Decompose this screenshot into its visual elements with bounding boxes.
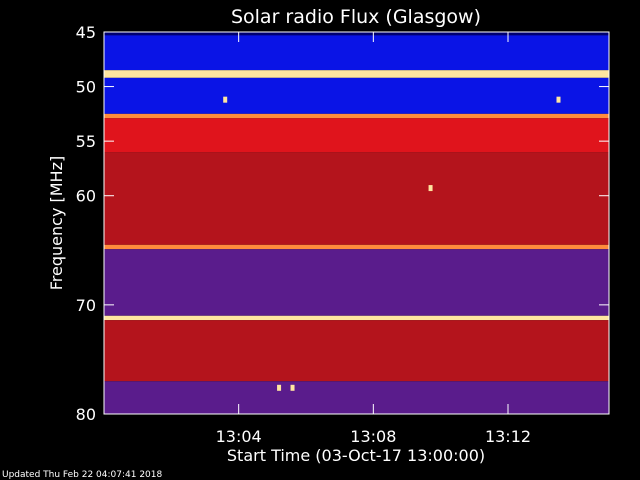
x-axis-label: Start Time (03-Oct-17 13:00:00): [227, 446, 485, 465]
x-axis: 13:04 13:08 13:12: [216, 32, 531, 446]
frequency-band: [104, 113, 609, 119]
frequency-band: [104, 35, 609, 71]
x-tick-label: 13:04: [216, 427, 262, 446]
frequency-band: [104, 152, 609, 245]
y-axis-label: Frequency [MHz]: [47, 156, 66, 290]
y-tick-label: 45: [76, 23, 96, 42]
bright-spot: [428, 185, 433, 192]
frequency-band: [104, 70, 609, 78]
y-tick-label: 60: [76, 187, 96, 206]
frequency-band: [104, 77, 609, 114]
frequency-band: [104, 320, 609, 382]
x-tick-label: 13:08: [350, 427, 396, 446]
y-tick-label: 55: [76, 132, 96, 151]
frequency-band: [104, 244, 609, 250]
y-tick-label: 70: [76, 296, 96, 315]
frequency-band: [104, 118, 609, 153]
plot-frame: [103, 31, 610, 415]
frequency-band: [104, 381, 609, 414]
frequency-band: [104, 32, 609, 36]
y-axis: 45 50 55 60 70 80: [76, 23, 609, 424]
frequency-band: [104, 315, 609, 321]
x-tick-label: 13:12: [485, 427, 531, 446]
bright-spot: [290, 384, 295, 391]
y-tick-label: 50: [76, 78, 96, 97]
bright-spots: [223, 96, 561, 391]
chart-title: Solar radio Flux (Glasgow): [231, 6, 481, 28]
heatmap-area: [104, 32, 609, 414]
bright-spot: [556, 96, 561, 103]
frequency-band: [104, 249, 609, 316]
bright-spot: [223, 96, 228, 103]
y-tick-label: 80: [76, 405, 96, 424]
bright-spot: [277, 384, 282, 391]
updated-timestamp: Updated Thu Feb 22 04:07:41 2018: [2, 470, 163, 480]
